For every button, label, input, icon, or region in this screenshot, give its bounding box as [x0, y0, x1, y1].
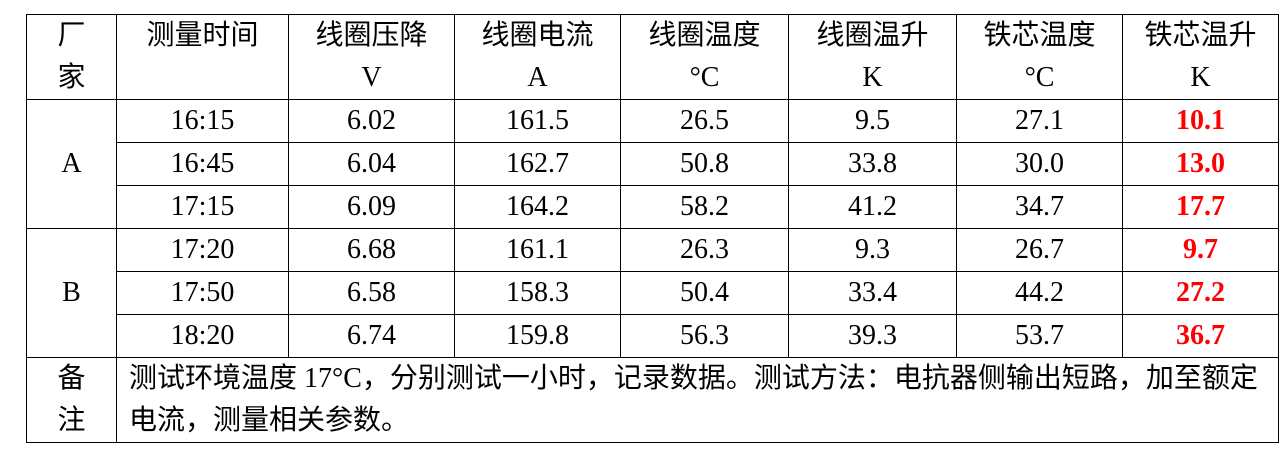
header-row: 厂家 测量时间 线圈压降 V 线圈电流 A 线圈温度 °C 线圈温升 K 铁芯温度 °C …	[26, 14, 1279, 100]
coil-temp-cell: 56.3	[620, 314, 789, 358]
header-voltage: 线圈压降 V	[288, 14, 455, 100]
header-coil-rise-line1: 线圈温升	[816, 20, 929, 51]
table-row: 16:45 6.04 162.7 50.8 33.8 30.0 13.0	[27, 142, 1279, 186]
current-cell: 162.7	[454, 142, 621, 186]
header-vendor-line1: 厂	[57, 20, 86, 51]
coil-temp-cell: 26.3	[620, 228, 789, 272]
core-rise-cell: 10.1	[1122, 99, 1279, 143]
header-core-rise-line1: 铁芯温升	[1144, 20, 1257, 51]
header-coil-temp: 线圈温度 °C	[620, 14, 789, 100]
core-rise-cell: 27.2	[1122, 271, 1279, 315]
table-row: B 17:20 6.68 161.1 26.3 9.3 26.7 9.7	[26, 228, 1279, 358]
current-cell: 159.8	[454, 314, 621, 358]
core-temp-cell: 53.7	[956, 314, 1123, 358]
header-vendor: 厂家	[26, 14, 117, 100]
coil-temp-cell: 58.2	[620, 185, 789, 229]
coil-temp-cell: 50.4	[620, 271, 789, 315]
header-coil-temp-line1: 线圈温度	[648, 20, 761, 51]
time-cell: 17:20	[116, 228, 289, 272]
table-row: 18:20 6.74 159.8 56.3 39.3 53.7 36.7	[27, 314, 1279, 358]
remarks-row: 备注 测试环境温度 17°C，分别测试一小时，记录数据。测试方法：电抗器侧输出短…	[26, 357, 1279, 443]
voltage-cell: 6.04	[288, 142, 455, 186]
header-coil-rise-unit: K	[862, 62, 883, 93]
core-rise-cell: 9.7	[1122, 228, 1279, 272]
current-cell: 164.2	[454, 185, 621, 229]
voltage-cell: 6.68	[288, 228, 455, 272]
header-current-unit: A	[527, 62, 548, 93]
remarks-label: 备注	[26, 357, 117, 443]
time-cell: 16:15	[116, 99, 289, 143]
core-rise-cell: 36.7	[1122, 314, 1279, 358]
header-time: 测量时间	[116, 14, 289, 100]
header-core-temp-line1: 铁芯温度	[983, 20, 1096, 51]
header-voltage-line1: 线圈压降	[315, 20, 428, 51]
remarks-label-line1: 备	[57, 363, 86, 394]
header-coil-temp-unit: °C	[689, 62, 720, 93]
time-cell: 17:50	[116, 271, 289, 315]
header-core-temp-unit: °C	[1024, 62, 1055, 93]
header-core-rise-unit: K	[1190, 62, 1211, 93]
coil-rise-cell: 9.3	[788, 228, 957, 272]
coil-rise-cell: 33.4	[788, 271, 957, 315]
core-temp-cell: 26.7	[956, 228, 1123, 272]
coil-rise-cell: 39.3	[788, 314, 957, 358]
voltage-cell: 6.74	[288, 314, 455, 358]
current-cell: 161.5	[454, 99, 621, 143]
time-cell: 17:15	[116, 185, 289, 229]
remarks-label-line2: 注	[57, 405, 86, 436]
coil-rise-cell: 33.8	[788, 142, 957, 186]
header-coil-rise: 线圈温升 K	[788, 14, 957, 100]
core-temp-cell: 27.1	[956, 99, 1123, 143]
voltage-cell: 6.09	[288, 185, 455, 229]
table-row: 17:15 6.09 164.2 58.2 41.2 34.7 17.7	[27, 185, 1279, 229]
remarks-text: 测试环境温度 17°C，分别测试一小时，记录数据。测试方法：电抗器侧输出短路，加…	[116, 357, 1279, 443]
time-cell: 18:20	[116, 314, 289, 358]
coil-temp-cell: 50.8	[620, 142, 789, 186]
coil-temp-cell: 26.5	[620, 99, 789, 143]
current-cell: 161.1	[454, 228, 621, 272]
header-vendor-line2: 家	[57, 62, 86, 93]
header-current-line1: 线圈电流	[481, 20, 594, 51]
header-time-line1: 测量时间	[146, 20, 259, 51]
data-table: 厂家 测量时间 线圈压降 V 线圈电流 A 线圈温度 °C 线圈温升 K 铁芯温度 °C …	[26, 14, 1279, 443]
coil-rise-cell: 41.2	[788, 185, 957, 229]
voltage-cell: 6.58	[288, 271, 455, 315]
core-rise-cell: 13.0	[1122, 142, 1279, 186]
core-temp-cell: 30.0	[956, 142, 1123, 186]
core-rise-cell: 17.7	[1122, 185, 1279, 229]
vendor-cell: B	[26, 228, 117, 358]
vendor-cell: A	[26, 99, 117, 229]
table-row: A 16:15 6.02 161.5 26.5 9.5 27.1 10.1	[26, 99, 1279, 229]
core-temp-cell: 44.2	[956, 271, 1123, 315]
table-row: 17:50 6.58 158.3 50.4 33.4 44.2 27.2	[27, 271, 1279, 315]
current-cell: 158.3	[454, 271, 621, 315]
header-current: 线圈电流 A	[454, 14, 621, 100]
coil-rise-cell: 9.5	[788, 99, 957, 143]
core-temp-cell: 34.7	[956, 185, 1123, 229]
header-core-rise: 铁芯温升 K	[1122, 14, 1279, 100]
header-core-temp: 铁芯温度 °C	[956, 14, 1123, 100]
voltage-cell: 6.02	[288, 99, 455, 143]
time-cell: 16:45	[116, 142, 289, 186]
header-voltage-unit: V	[361, 62, 382, 93]
